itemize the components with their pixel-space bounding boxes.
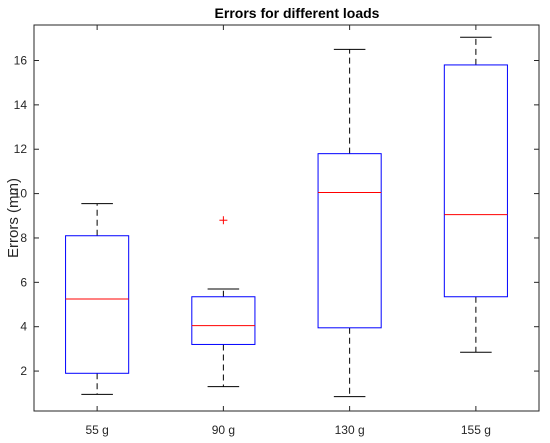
y-axis: 2 4 6 8 10 12 14 16	[14, 53, 539, 378]
iqr-box	[317, 153, 382, 329]
box-4	[443, 36, 508, 353]
x-tick-label: 155 g	[461, 423, 491, 437]
y-tick-label: 14	[14, 98, 28, 112]
y-tick-label: 6	[20, 275, 27, 289]
box-2	[191, 216, 256, 388]
box-3	[317, 48, 382, 398]
x-axis: 55 g 90 g 130 g 155 g	[85, 25, 491, 437]
y-tick-label: 4	[20, 320, 27, 334]
y-axis-label: Errors (mm)	[5, 178, 22, 258]
x-tick-label: 90 g	[212, 423, 235, 437]
y-tick-label: 10	[14, 187, 28, 201]
y-tick-label: 16	[14, 53, 28, 67]
iqr-box	[65, 235, 130, 374]
y-tick-label: 8	[20, 231, 27, 245]
plot-area	[33, 24, 540, 412]
x-tick-label: 130 g	[335, 423, 365, 437]
box-1	[65, 203, 130, 395]
y-tick-label: 12	[14, 142, 28, 156]
chart-title: Errors for different loads	[215, 5, 380, 21]
iqr-box	[443, 64, 508, 298]
outlier-marker	[219, 216, 228, 225]
boxes-layer	[65, 36, 508, 398]
x-tick-label: 55 g	[85, 423, 108, 437]
iqr-box	[191, 296, 256, 345]
y-tick-label: 2	[20, 364, 27, 378]
